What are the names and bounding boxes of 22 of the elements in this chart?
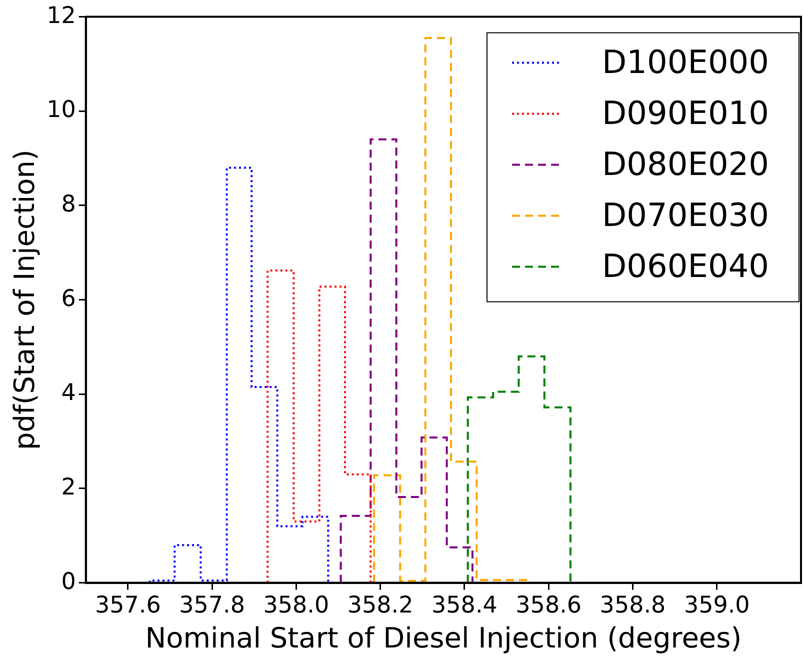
- x-tick-label: 358.2: [347, 592, 414, 619]
- legend-label: D100E000: [602, 43, 770, 82]
- x-tick-label: 358.0: [263, 592, 330, 619]
- x-tick-label: 358.8: [600, 592, 666, 619]
- y-tick-label: 10: [46, 97, 76, 124]
- y-tick-label: 12: [46, 2, 76, 29]
- y-tick-label: 4: [61, 380, 76, 406]
- legend-label: D080E020: [602, 145, 770, 184]
- x-axis-title: Nominal Start of Diesel Injection (degrees): [145, 621, 742, 654]
- x-tick-label: 357.6: [95, 592, 161, 619]
- y-tick-label: 2: [61, 474, 76, 500]
- y-tick-label: 8: [61, 191, 76, 218]
- legend-label: D060E040: [602, 247, 770, 286]
- legend-label: D070E030: [602, 196, 770, 234]
- y-tick-label: 0: [61, 568, 76, 595]
- legend-label: D090E010: [602, 94, 770, 132]
- x-tick-label: 357.8: [179, 592, 245, 619]
- x-tick-label: 358.6: [516, 592, 582, 619]
- x-tick-label: 359.0: [684, 592, 750, 619]
- y-axis-title: pdf(Start of Injection): [8, 150, 42, 450]
- y-tick-label: 6: [61, 286, 76, 312]
- x-tick-label: 358.4: [432, 592, 498, 619]
